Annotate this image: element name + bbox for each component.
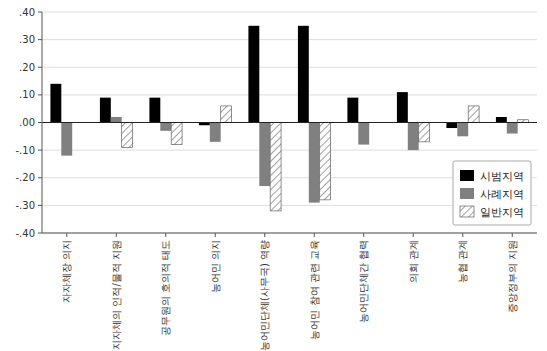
zero-line — [42, 122, 537, 123]
legend: 시범지역사례지역일반지역 — [453, 161, 531, 225]
x-tick-label: 지자체의 인적/물적 지원 — [111, 240, 122, 350]
x-tick-label: 공무원의 호의적 태도 — [160, 240, 171, 336]
x-tick — [512, 233, 513, 237]
x-tick — [462, 233, 463, 237]
x-tick — [413, 233, 414, 237]
bar — [397, 92, 408, 122]
x-tick — [363, 233, 364, 237]
chart-svg: -.40 -.30 -.20 -.10 .00 .10 .20 .30 .40 자자체장 의지 지자… — [0, 0, 547, 351]
x-tick — [116, 233, 117, 237]
y-tick-label: .20 — [19, 62, 35, 73]
bar — [50, 84, 61, 123]
legend-label: 일반지역 — [480, 206, 524, 219]
x-tick-label: 자자체장 의지 — [61, 240, 72, 303]
y-axis: -.40 -.30 -.20 -.10 .00 .10 .20 .30 .40 — [15, 7, 42, 239]
bar — [149, 98, 160, 123]
grid-line — [42, 67, 537, 68]
bar-series — [61, 117, 517, 203]
chart-container: -.40 -.30 -.20 -.10 .00 .10 .20 .30 .40 자자체장 의지 지자… — [0, 0, 547, 351]
y-tick — [38, 150, 42, 151]
bar — [270, 123, 281, 211]
bar-series — [122, 106, 529, 211]
x-tick-label: 중앙정부의 지원 — [507, 240, 518, 313]
grid-line — [42, 150, 537, 151]
x-tick — [314, 233, 315, 237]
x-axis: 자자체장 의지 지자체의 인적/물적 지원 공무원의 호의적 태도 농어민 의지 농어민… — [61, 233, 518, 351]
x-tick — [264, 233, 265, 237]
bar — [419, 123, 430, 142]
bar — [100, 98, 111, 123]
y-tick-label: -.40 — [15, 228, 35, 239]
grid-line — [42, 94, 537, 95]
bar — [320, 123, 331, 200]
bar — [507, 123, 518, 134]
bar — [111, 117, 122, 123]
bar — [298, 26, 309, 123]
bar — [496, 117, 507, 123]
bar — [259, 123, 270, 187]
legend-label: 사례지역 — [480, 188, 524, 201]
bar — [347, 98, 358, 123]
y-tick-label: -.30 — [15, 200, 35, 211]
grid-line — [42, 12, 537, 13]
y-tick — [38, 205, 42, 206]
legend-swatch — [460, 206, 474, 217]
y-tick-label: -.20 — [15, 172, 35, 183]
legend-swatch — [460, 188, 474, 199]
x-tick-label: 의회 관계 — [408, 240, 419, 283]
grid-line — [42, 122, 537, 123]
y-tick-label: .00 — [19, 117, 35, 128]
bar — [446, 123, 457, 129]
x-tick — [165, 233, 166, 237]
x-tick-label: 농어민단체간 협력 — [358, 240, 369, 323]
bar — [122, 123, 133, 148]
y-tick — [38, 94, 42, 95]
bar — [221, 106, 232, 123]
x-tick-label: 농협 관계 — [457, 240, 468, 283]
bar — [358, 123, 369, 145]
y-tick-label: .40 — [19, 7, 35, 18]
legend-label: 시범지역 — [480, 170, 524, 183]
bar — [210, 123, 221, 142]
bar — [309, 123, 320, 203]
y-tick — [38, 67, 42, 68]
x-tick-label: 농어민 의지 — [210, 240, 221, 293]
legend-swatch — [460, 170, 474, 181]
bar-series — [50, 26, 506, 128]
bar — [468, 106, 479, 123]
y-tick — [38, 39, 42, 40]
y-tick-label: -.10 — [15, 145, 35, 156]
bar — [160, 123, 171, 131]
y-tick — [38, 122, 42, 123]
x-tick — [66, 233, 67, 237]
legend-box — [453, 161, 531, 225]
x-tick-label: 농어민 참여 관련 교육 — [309, 240, 320, 340]
grid — [42, 12, 537, 233]
y-tick — [38, 12, 42, 13]
bar — [457, 123, 468, 137]
x-tick — [215, 233, 216, 237]
y-tick-label: .30 — [19, 34, 35, 45]
grid-line — [42, 39, 537, 40]
x-tick-label: 농어민단체(사무국) 역량 — [259, 240, 270, 351]
y-tick — [38, 177, 42, 178]
y-tick — [38, 233, 42, 234]
bar — [248, 26, 259, 123]
y-tick-label: .10 — [19, 89, 35, 100]
y-axis-line — [42, 12, 43, 233]
bar — [408, 123, 419, 151]
bar — [61, 123, 72, 156]
bar — [171, 123, 182, 145]
